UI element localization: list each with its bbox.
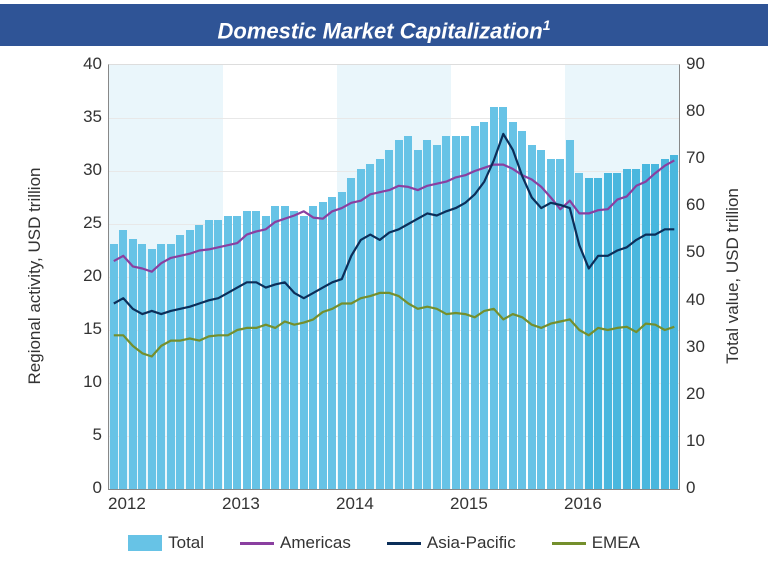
legend-item: Asia-Pacific [387, 533, 516, 553]
ytick-left: 25 [42, 213, 102, 233]
chart-title-sup: 1 [543, 17, 551, 33]
ytick-left: 40 [42, 54, 102, 74]
xtick: 2016 [564, 494, 602, 514]
xtick: 2015 [450, 494, 488, 514]
ytick-left: 10 [42, 372, 102, 392]
chart-title-bar: Domestic Market Capitalization1 [0, 4, 768, 46]
xtick: 2012 [108, 494, 146, 514]
ytick-right: 10 [686, 431, 736, 451]
ytick-left: 5 [42, 425, 102, 445]
ytick-right: 0 [686, 478, 736, 498]
chart-title: Domestic Market Capitalization [218, 18, 543, 43]
legend-item: Total [128, 533, 204, 553]
ytick-right: 20 [686, 384, 736, 404]
chart-root: Domestic Market Capitalization1 05101520… [0, 0, 768, 568]
legend-label: Asia-Pacific [427, 533, 516, 552]
ytick-right: 80 [686, 101, 736, 121]
legend-label: EMEA [592, 533, 640, 552]
ytick-left: 20 [42, 266, 102, 286]
y-axis-label-left: Regional activity, USD trillion [25, 168, 45, 385]
legend-line-swatch [552, 542, 586, 545]
line-emea [114, 293, 675, 357]
y-axis-label-right: Total value, USD trillion [723, 188, 743, 364]
ytick-right: 90 [686, 54, 736, 74]
ytick-left: 15 [42, 319, 102, 339]
xtick: 2014 [336, 494, 374, 514]
legend-label: Americas [280, 533, 351, 552]
ytick-left: 30 [42, 160, 102, 180]
legend-label: Total [168, 533, 204, 552]
legend-item: Americas [240, 533, 351, 553]
plot-area [108, 64, 680, 490]
ytick-left: 35 [42, 107, 102, 127]
ytick-right: 70 [686, 148, 736, 168]
legend-line-swatch [387, 542, 421, 545]
xtick: 2013 [222, 494, 260, 514]
line-series [109, 65, 679, 489]
line-asia-pacific [114, 134, 675, 314]
legend-line-swatch [240, 542, 274, 545]
legend-swatch [128, 535, 162, 551]
legend: Total Americas Asia-Pacific EMEA [0, 532, 768, 562]
legend-item: EMEA [552, 533, 640, 553]
line-americas [114, 160, 675, 271]
ytick-left: 0 [42, 478, 102, 498]
